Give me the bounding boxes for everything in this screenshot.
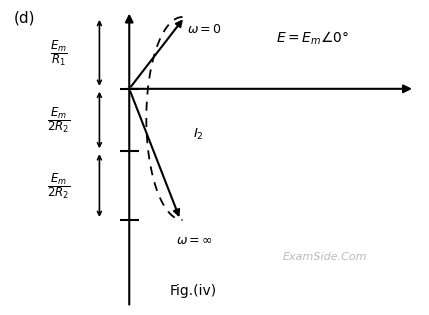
Text: $I_2$: $I_2$: [193, 127, 204, 142]
Text: $\dfrac{E_m}{2R_2}$: $\dfrac{E_m}{2R_2}$: [47, 105, 70, 135]
Text: $\dfrac{E_m}{R_1}$: $\dfrac{E_m}{R_1}$: [50, 38, 68, 68]
Text: $\omega=\infty$: $\omega=\infty$: [176, 234, 213, 247]
Text: (d): (d): [14, 11, 36, 26]
Text: Fig.(iv): Fig.(iv): [169, 284, 217, 298]
Text: $\dfrac{E_m}{2R_2}$: $\dfrac{E_m}{2R_2}$: [47, 171, 70, 201]
Text: $E = E_m\angle0°$: $E = E_m\angle0°$: [276, 30, 349, 47]
Text: ExamSide.Com: ExamSide.Com: [283, 252, 368, 262]
Text: $\omega=0$: $\omega=0$: [187, 23, 222, 36]
